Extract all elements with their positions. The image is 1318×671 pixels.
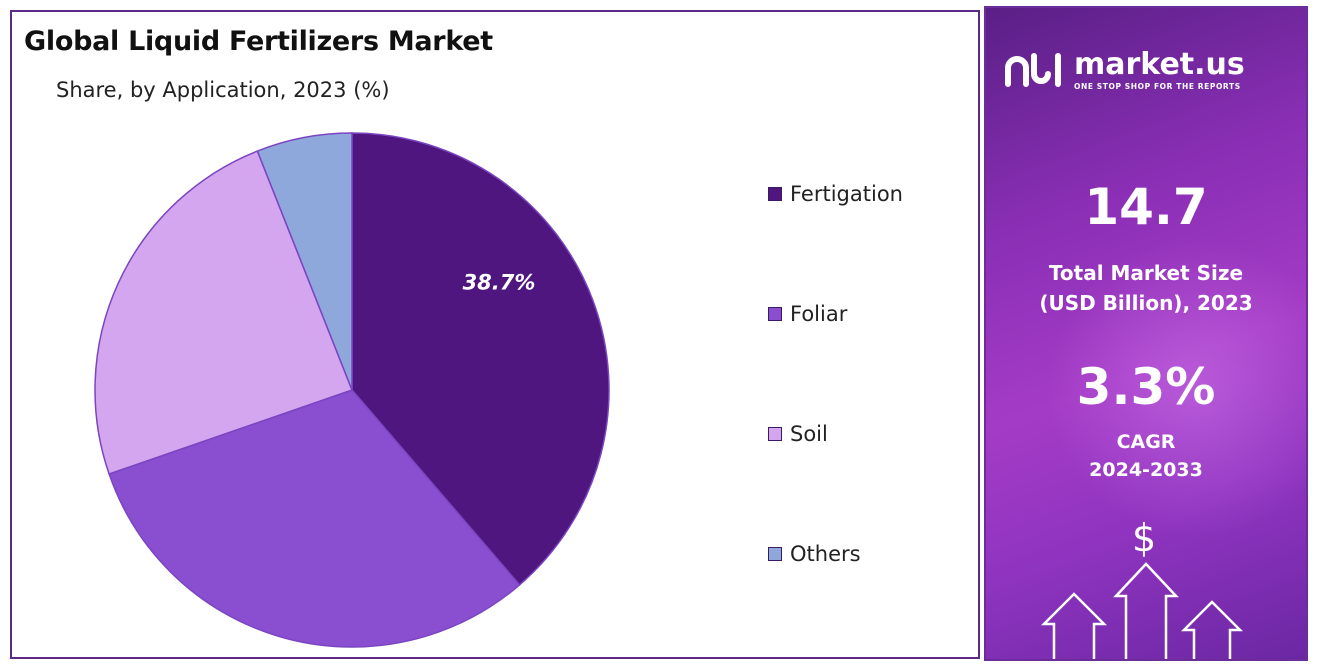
legend-swatch [768, 307, 782, 321]
legend-item-others: Others [768, 542, 861, 566]
dollar-icon: $ [1132, 516, 1157, 560]
legend-label: Soil [790, 422, 828, 446]
pie-slice-foliar [108, 389, 521, 648]
market-size-value: 14.7 [1084, 178, 1208, 236]
cagr-label-line2: 2024-2033 [1089, 459, 1203, 481]
legend-label: Others [790, 542, 861, 566]
chart-title: Global Liquid Fertilizers Market [24, 26, 493, 57]
legend-swatch [768, 187, 782, 201]
pie-slice-fertigation [351, 132, 610, 586]
cagr-label: CAGR 2024-2033 [986, 428, 1306, 484]
legend-swatch [768, 547, 782, 561]
summary-panel: market.us ONE STOP SHOP FOR THE REPORTS … [984, 6, 1308, 661]
brand-logo: market.us ONE STOP SHOP FOR THE REPORTS [1004, 48, 1245, 92]
cagr-value: 3.3% [1076, 358, 1216, 416]
market-size-label: Total Market Size (USD Billion), 2023 [986, 258, 1306, 318]
legend-item-fertigation: Fertigation [768, 182, 903, 206]
data-label-fertigation: 38.7% [463, 271, 536, 295]
legend-item-foliar: Foliar [768, 302, 847, 326]
pie-slice-soil [94, 150, 353, 475]
chart-subtitle: Share, by Application, 2023 (%) [56, 78, 390, 102]
market-us-logo-icon [1005, 53, 1061, 87]
market-size-label-line1: Total Market Size [1048, 261, 1244, 285]
growth-arrows-icon [1040, 562, 1244, 659]
legend-item-soil: Soil [768, 422, 828, 446]
pie-chart: 38.7% [94, 132, 610, 648]
pie-slice-others [256, 132, 353, 391]
brand-tagline: ONE STOP SHOP FOR THE REPORTS [1074, 81, 1241, 91]
background-glow [1046, 238, 1306, 538]
chart-panel: Global Liquid Fertilizers Market Share, … [10, 10, 980, 659]
legend-swatch [768, 427, 782, 441]
market-size-label-line2: (USD Billion), 2023 [1039, 291, 1253, 315]
legend-label: Foliar [790, 302, 848, 326]
brand-name: market.us [1074, 46, 1245, 82]
legend-label: Fertigation [790, 182, 903, 206]
cagr-label-line1: CAGR [1116, 431, 1176, 453]
